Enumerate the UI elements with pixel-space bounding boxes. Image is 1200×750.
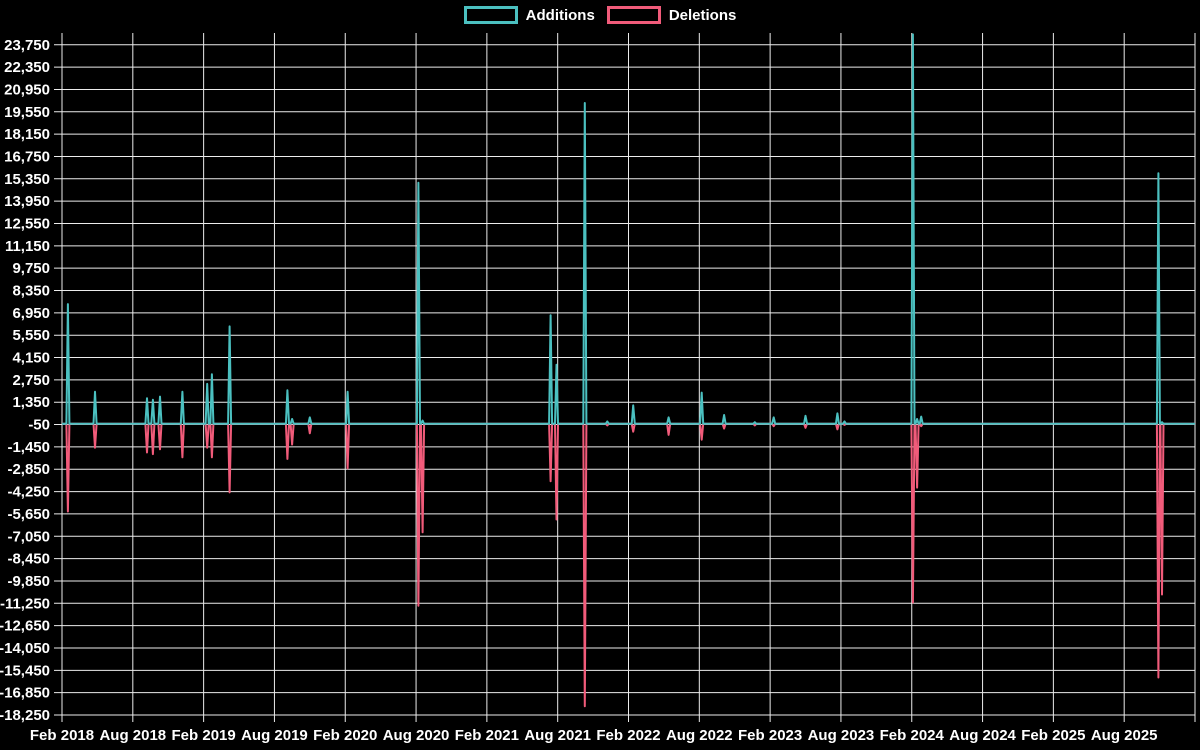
x-tick-label: Aug 2021 [524, 727, 591, 744]
y-tick-label: -9,850 [7, 573, 50, 590]
y-tick-label: 23,750 [4, 37, 50, 54]
y-tick-label: 5,550 [12, 327, 50, 344]
y-tick-label: 19,550 [4, 104, 50, 121]
x-tick-label: Feb 2024 [880, 727, 945, 744]
y-tick-label: 15,350 [4, 171, 50, 188]
x-tick-label: Aug 2025 [1091, 727, 1158, 744]
y-tick-label: 9,750 [12, 260, 50, 277]
y-tick-label: -14,050 [0, 640, 50, 657]
x-tick-label: Aug 2019 [241, 727, 308, 744]
x-tick-label: Aug 2024 [949, 727, 1016, 744]
legend-item-additions[interactable]: Additions [463, 6, 595, 24]
y-tick-label: -2,850 [7, 461, 50, 478]
y-tick-label: 8,350 [12, 283, 50, 300]
legend-item-deletions[interactable]: Deletions [606, 6, 737, 24]
additions-line [62, 33, 1195, 425]
y-tick-label: 13,950 [4, 193, 50, 210]
chart-legend: Additions Deletions [0, 6, 1200, 24]
y-tick-label: 12,550 [4, 215, 50, 232]
x-tick-label: Aug 2020 [383, 727, 450, 744]
y-tick-label: -8,450 [7, 551, 50, 568]
y-tick-label: 1,350 [12, 394, 50, 411]
y-tick-label: -12,650 [0, 618, 50, 635]
x-tick-label: Feb 2020 [313, 727, 377, 744]
x-tick-label: Feb 2021 [455, 727, 519, 744]
x-tick-label: Feb 2025 [1021, 727, 1085, 744]
y-tick-label: -16,850 [0, 685, 50, 702]
y-tick-label: -1,450 [7, 439, 50, 456]
y-tick-label: 20,950 [4, 81, 50, 98]
additions-swatch-icon [463, 6, 518, 24]
x-tick-label: Feb 2023 [738, 727, 802, 744]
y-tick-label: 6,950 [12, 305, 50, 322]
y-tick-label: 4,150 [12, 350, 50, 367]
y-tick-label: -50 [28, 417, 50, 434]
y-tick-label: -15,450 [0, 662, 50, 679]
x-tick-label: Aug 2022 [666, 727, 733, 744]
y-tick-label: 16,750 [4, 148, 50, 165]
y-tick-label: 18,150 [4, 126, 50, 143]
y-tick-label: -4,250 [7, 484, 50, 501]
deletions-swatch-icon [606, 6, 661, 24]
x-tick-label: Feb 2022 [596, 727, 660, 744]
y-tick-label: 11,150 [5, 238, 50, 255]
y-tick-label: -7,050 [7, 528, 50, 545]
deletions-line [62, 422, 1195, 708]
y-tick-label: 22,350 [4, 59, 50, 76]
y-tick-label: 2,750 [12, 372, 50, 389]
y-tick-label: -18,250 [0, 707, 50, 724]
x-tick-label: Feb 2019 [172, 727, 236, 744]
y-tick-label: -5,650 [7, 506, 50, 523]
legend-label-additions: Additions [525, 6, 595, 24]
legend-label-deletions: Deletions [668, 6, 737, 24]
x-tick-label: Aug 2018 [99, 727, 166, 744]
x-tick-label: Aug 2023 [808, 727, 875, 744]
x-tick-label: Feb 2018 [30, 727, 94, 744]
y-tick-label: -11,250 [0, 595, 50, 612]
